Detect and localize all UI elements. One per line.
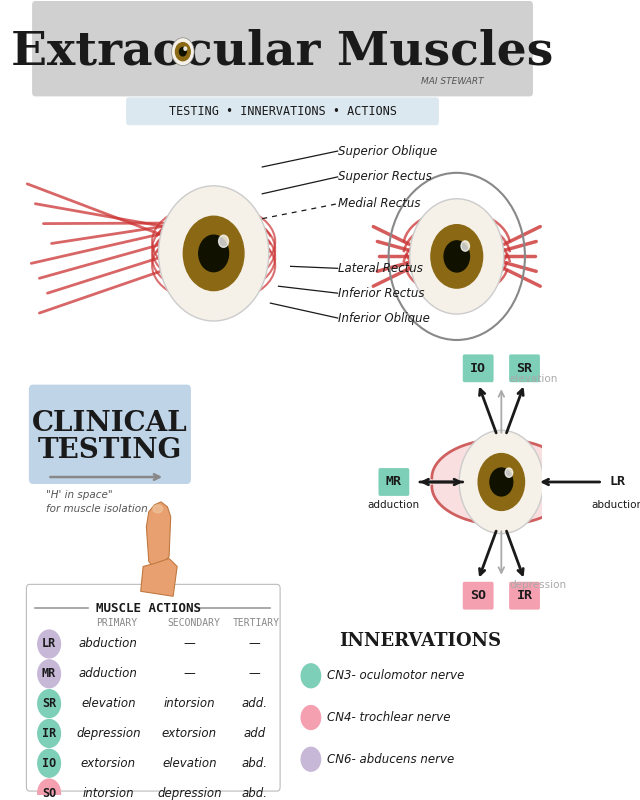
- Text: abduction: abduction: [79, 638, 138, 650]
- Text: Medial Rectus: Medial Rectus: [338, 198, 420, 210]
- Ellipse shape: [153, 505, 163, 513]
- Text: extorsion: extorsion: [162, 727, 217, 740]
- Text: add.: add.: [241, 697, 267, 710]
- FancyBboxPatch shape: [509, 354, 540, 382]
- Circle shape: [38, 630, 60, 658]
- Circle shape: [38, 660, 60, 688]
- Text: Superior Rectus: Superior Rectus: [338, 170, 431, 183]
- Text: MR: MR: [386, 475, 402, 489]
- Text: abduction: abduction: [591, 500, 640, 510]
- Text: for muscle isolation: for muscle isolation: [46, 504, 148, 514]
- Text: SO: SO: [470, 589, 486, 602]
- Circle shape: [184, 47, 187, 50]
- Circle shape: [301, 706, 321, 730]
- Text: CN6- abducens nerve: CN6- abducens nerve: [327, 753, 454, 766]
- Text: —: —: [248, 638, 260, 650]
- Circle shape: [219, 235, 228, 247]
- Text: INNERVATIONS: INNERVATIONS: [339, 632, 501, 650]
- Text: intorsion: intorsion: [83, 786, 134, 799]
- Polygon shape: [141, 558, 177, 596]
- Text: TERTIARY: TERTIARY: [232, 618, 279, 628]
- Text: CN4- trochlear nerve: CN4- trochlear nerve: [327, 711, 451, 724]
- Text: extorsion: extorsion: [81, 757, 136, 770]
- Text: abd.: abd.: [241, 786, 267, 799]
- Text: elevation: elevation: [81, 697, 136, 710]
- Circle shape: [38, 779, 60, 800]
- FancyBboxPatch shape: [32, 1, 533, 96]
- Text: depression: depression: [510, 580, 567, 590]
- Text: depression: depression: [157, 786, 221, 799]
- Circle shape: [159, 186, 269, 321]
- Text: adduction: adduction: [368, 500, 420, 510]
- Text: LR: LR: [42, 638, 56, 650]
- Circle shape: [199, 235, 228, 272]
- Circle shape: [175, 42, 190, 61]
- Text: CN3- oculomotor nerve: CN3- oculomotor nerve: [327, 670, 465, 682]
- Text: Superior Oblique: Superior Oblique: [338, 145, 437, 158]
- Text: MUSCLE ACTIONS: MUSCLE ACTIONS: [96, 602, 202, 614]
- Circle shape: [38, 719, 60, 747]
- FancyBboxPatch shape: [463, 582, 493, 610]
- FancyBboxPatch shape: [509, 582, 540, 610]
- Text: PRIMARY: PRIMARY: [96, 618, 137, 628]
- Text: abd.: abd.: [241, 757, 267, 770]
- Text: —: —: [184, 667, 195, 680]
- Circle shape: [490, 468, 513, 496]
- Circle shape: [410, 198, 504, 314]
- Circle shape: [461, 241, 470, 251]
- Text: elevation: elevation: [510, 374, 558, 384]
- FancyBboxPatch shape: [26, 584, 280, 791]
- Text: SR: SR: [516, 362, 532, 375]
- Text: —: —: [184, 638, 195, 650]
- Text: adduction: adduction: [79, 667, 138, 680]
- Text: add: add: [243, 727, 266, 740]
- Circle shape: [301, 747, 321, 771]
- Text: Inferior Oblique: Inferior Oblique: [338, 311, 429, 325]
- Text: IR: IR: [516, 589, 532, 602]
- Text: CLINICAL
TESTING: CLINICAL TESTING: [32, 410, 188, 464]
- Circle shape: [505, 468, 513, 478]
- Circle shape: [38, 690, 60, 718]
- Text: depression: depression: [76, 727, 141, 740]
- Polygon shape: [432, 439, 571, 525]
- Text: "H' in space": "H' in space": [46, 490, 113, 500]
- Text: Extraocular Muscles: Extraocular Muscles: [12, 29, 554, 74]
- FancyBboxPatch shape: [602, 468, 632, 496]
- Circle shape: [478, 454, 525, 510]
- Circle shape: [183, 216, 244, 290]
- Text: IR: IR: [42, 727, 56, 740]
- Text: SECONDARY: SECONDARY: [167, 618, 220, 628]
- Circle shape: [431, 225, 483, 288]
- FancyBboxPatch shape: [29, 385, 191, 484]
- Circle shape: [172, 38, 194, 66]
- Text: MR: MR: [42, 667, 56, 680]
- Polygon shape: [147, 502, 171, 571]
- Circle shape: [38, 750, 60, 777]
- Circle shape: [444, 241, 470, 272]
- Circle shape: [301, 664, 321, 688]
- Text: elevation: elevation: [162, 757, 216, 770]
- Text: LR: LR: [609, 475, 625, 489]
- Text: —: —: [248, 667, 260, 680]
- Text: SR: SR: [42, 697, 56, 710]
- Text: Inferior Rectus: Inferior Rectus: [338, 286, 424, 300]
- Circle shape: [179, 47, 186, 56]
- Text: MAI STEWART: MAI STEWART: [421, 77, 484, 86]
- Text: SO: SO: [42, 786, 56, 799]
- Circle shape: [459, 430, 543, 534]
- FancyBboxPatch shape: [378, 468, 409, 496]
- Text: Lateral Rectus: Lateral Rectus: [338, 262, 422, 275]
- FancyBboxPatch shape: [126, 98, 439, 126]
- Text: IO: IO: [470, 362, 486, 375]
- Text: TESTING • INNERVATIONS • ACTIONS: TESTING • INNERVATIONS • ACTIONS: [168, 105, 397, 118]
- Text: IO: IO: [42, 757, 56, 770]
- FancyBboxPatch shape: [463, 354, 493, 382]
- Text: intorsion: intorsion: [163, 697, 215, 710]
